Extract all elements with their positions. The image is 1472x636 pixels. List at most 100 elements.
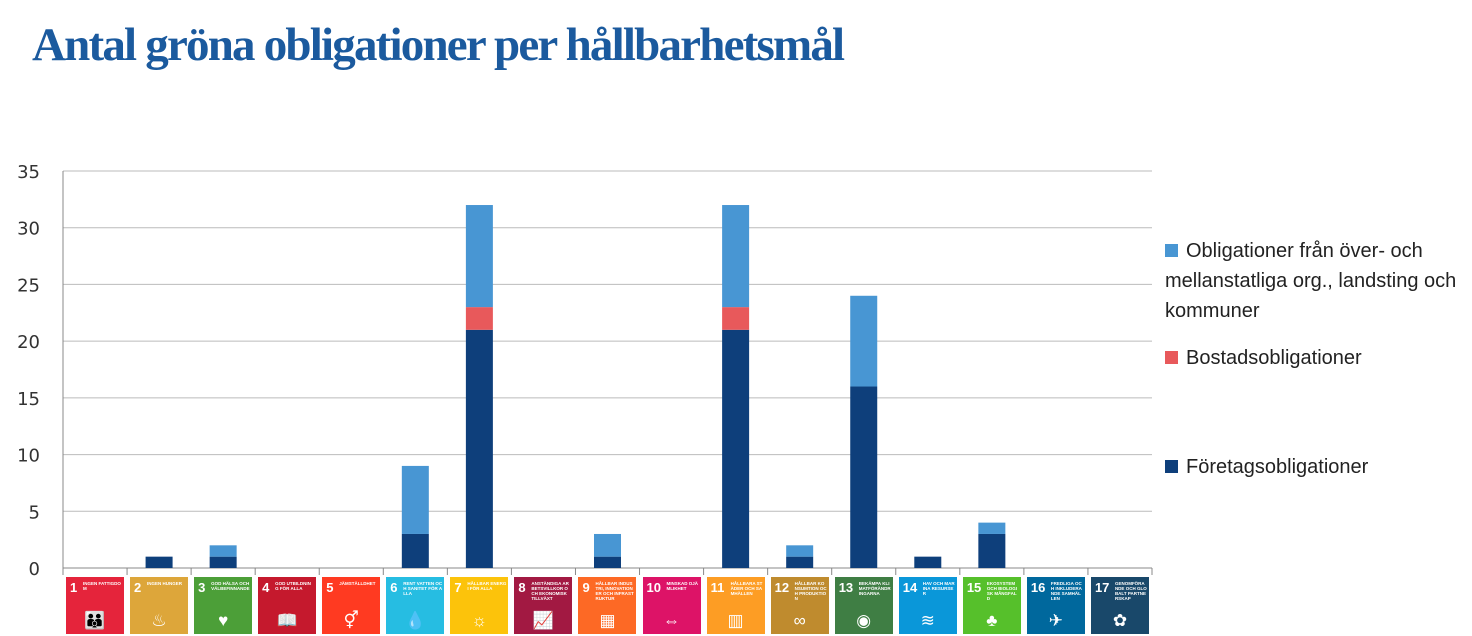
gender-icon: ⚥ <box>343 611 359 630</box>
bar-9-obligationer <box>594 533 621 557</box>
y-tick-label: 30 <box>17 219 40 240</box>
legend-item-bostad: Bostadsobligationer <box>1165 343 1470 373</box>
sdg-label: HAV OCH MARINA RESURSER <box>922 581 955 596</box>
bar-7-företagsobligationer <box>465 329 493 568</box>
bar-14-företagsobligationer <box>914 556 942 568</box>
sdg-tile-2: 2 INGEN HUNGER ♨ <box>130 577 189 634</box>
bar-13-obligationer <box>850 295 878 387</box>
book-icon: 📖 <box>276 611 298 630</box>
sdg-number: 1 <box>70 580 78 595</box>
city-icon: ▥ <box>727 611 744 630</box>
y-tick-label: 35 <box>17 162 40 183</box>
bowl-icon: ♨ <box>151 611 167 630</box>
eye-icon: ◉ <box>856 611 872 630</box>
tree-icon: ♣ <box>986 611 998 630</box>
growth-icon: 📈 <box>532 611 554 630</box>
sdg-number: 10 <box>646 580 661 595</box>
bar-9-företagsobligationer <box>594 556 621 568</box>
legend-label: Företagsobligationer <box>1186 456 1369 478</box>
bar-chart: 0 5 10 15 20 25 30 35 <box>17 162 1153 580</box>
sdg-tile-17: 17 GENOMFÖRANDE OCH GLOBALT PARTNERSKAP ✿ <box>1090 577 1149 634</box>
sdg-label: ANSTÄNDIGA ARBETSVILLKOR OCH EKONOMISK T… <box>531 581 569 601</box>
sdg-number: 8 <box>518 580 526 595</box>
cubes-icon: ▦ <box>599 611 616 630</box>
infinity-icon: ∞ <box>793 611 806 630</box>
y-tick-label: 15 <box>17 389 40 410</box>
legend-label: Obligationer från över- och mellanstatli… <box>1165 240 1457 322</box>
sdg-tile-9: 9 HÅLLBAR INDUSTRI, INNOVATIONER OCH INFR… <box>578 577 637 634</box>
heartbeat-icon: ♥ <box>218 611 229 630</box>
sdg-number: 15 <box>966 580 982 595</box>
bar-12-företagsobligationer <box>786 556 814 568</box>
bar-11-obligationer <box>722 205 750 308</box>
fish-icon: ≋ <box>920 611 935 630</box>
bar-7-obligationer <box>465 205 493 308</box>
sdg-label: HÅLLBAR ENERGI FÖR ALLA <box>467 581 507 591</box>
sdg-tile-10: 10 MINSKAD OJÄMLIKHET ⇔ <box>642 577 701 634</box>
legend-swatch <box>1165 244 1178 257</box>
sdg-tile-13: 13 BEKÄMPA KLIMATFÖRÄNDRINGARNA ◉ <box>834 577 893 634</box>
flower-icon: ✿ <box>1112 611 1128 630</box>
sdg-label: GENOMFÖRANDE OCH GLOBALT PARTNERSKAP <box>1114 581 1147 601</box>
sdg-number: 13 <box>838 580 854 595</box>
sdg-tile-4: 4 GOD UTBILDNING FÖR ALLA 📖 <box>258 577 317 634</box>
bar-12-obligationer <box>786 545 814 557</box>
sun-icon: ☼ <box>471 611 488 630</box>
bar-13-företagsobligationer <box>850 386 878 568</box>
sdg-label: INGEN HUNGER <box>147 581 183 586</box>
legend-item-foretag: Företagsobligationer <box>1165 452 1470 482</box>
sdg-label: INGEN FATTIGDOM <box>83 581 121 591</box>
sdg-number: 5 <box>326 580 334 595</box>
bar-11-bostadsobligationer <box>722 307 750 330</box>
y-tick-label: 25 <box>17 275 40 296</box>
bar-15-obligationer <box>978 522 1006 534</box>
sdg-number: 6 <box>390 580 398 595</box>
sdg-tile-6: 6 RENT VATTEN OCH SANITET FÖR ALLA 💧 <box>386 577 445 634</box>
y-tick-label: 20 <box>17 332 40 353</box>
sdg-tile-7: 7 HÅLLBAR ENERGI FÖR ALLA ☼ <box>450 577 509 634</box>
legend-swatch <box>1165 351 1178 364</box>
sdg-label: EKOSYSTEM OCH BIOLOGISK MÅNGFALD <box>986 581 1018 601</box>
sdg-number: 17 <box>1094 580 1110 595</box>
bar-3-obligationer <box>209 545 237 557</box>
bar-6-obligationer <box>401 465 429 534</box>
legend-item-overstatliga: Obligationer från över- och mellanstatli… <box>1165 236 1470 326</box>
sdg-label: JÄMSTÄLLDHET <box>339 581 376 586</box>
sdg-label: GOD UTBILDNING FÖR ALLA <box>275 581 311 591</box>
sdg-label: BEKÄMPA KLIMATFÖRÄNDRINGARNA <box>858 581 891 596</box>
bar-3-företagsobligationer <box>209 556 237 568</box>
water-icon: 💧 <box>404 611 426 630</box>
sdg-tile-12: 12 HÅLLBAR KONSUMTION OCH PRODUKTION ∞ <box>770 577 829 634</box>
bar-15-företagsobligationer <box>978 533 1006 568</box>
sdg-number: 4 <box>262 580 270 595</box>
bar-6-företagsobligationer <box>401 533 429 568</box>
sdg-label: HÅLLBAR INDUSTRI, INNOVATIONER OCH INFRA… <box>595 581 634 601</box>
sdg-label: MINSKAD OJÄMLIKHET <box>666 581 699 591</box>
sdg-number: 7 <box>454 580 462 595</box>
sdg-label: GOD HÄLSA OCH VÄLBEFINNANDE <box>211 581 250 591</box>
sdg-tile-5: 5 JÄMSTÄLLDHET ⚥ <box>322 577 381 634</box>
y-tick-label: 0 <box>29 559 40 580</box>
sdg-tile-1: 1 INGEN FATTIGDOM 👪 <box>66 577 124 634</box>
sdg-label: HÅLLBAR KONSUMTION OCH PRODUKTION <box>794 581 827 601</box>
bar-11-företagsobligationer <box>722 329 750 568</box>
bar-2-företagsobligationer <box>145 556 173 568</box>
sdg-tile-15: 15 EKOSYSTEM OCH BIOLOGISK MÅNGFALD ♣ <box>962 577 1021 634</box>
sdg-number: 11 <box>710 580 725 595</box>
y-tick-label: 10 <box>17 446 40 467</box>
sdg-tile-16: 16 FREDLIGA OCH INKLUDERANDE SAMHÄLLEN ✈ <box>1026 577 1085 634</box>
sdg-number: 16 <box>1030 580 1046 595</box>
sdg-label: HÅLLBARA STÄDER OCH SAMHÄLLEN <box>730 581 763 596</box>
equality-icon: ⇔ <box>663 611 681 630</box>
bar-7-bostadsobligationer <box>465 307 493 330</box>
sdg-number: 14 <box>902 580 918 595</box>
sdg-number: 9 <box>582 580 590 595</box>
sdg-number: 2 <box>134 580 142 595</box>
legend-swatch <box>1165 460 1178 473</box>
sdg-tile-14: 14 HAV OCH MARINA RESURSER ≋ <box>898 577 957 634</box>
sdg-tile-8: 8 ANSTÄNDIGA ARBETSVILLKOR OCH EKONOMISK … <box>514 577 573 634</box>
sdg-label: RENT VATTEN OCH SANITET FÖR ALLA <box>403 581 443 596</box>
sdg-tile-11: 11 HÅLLBARA STÄDER OCH SAMHÄLLEN ▥ <box>706 577 765 634</box>
sdg-tile-3: 3 GOD HÄLSA OCH VÄLBEFINNANDE ♥ <box>194 577 253 634</box>
legend-label: Bostadsobligationer <box>1186 347 1362 369</box>
